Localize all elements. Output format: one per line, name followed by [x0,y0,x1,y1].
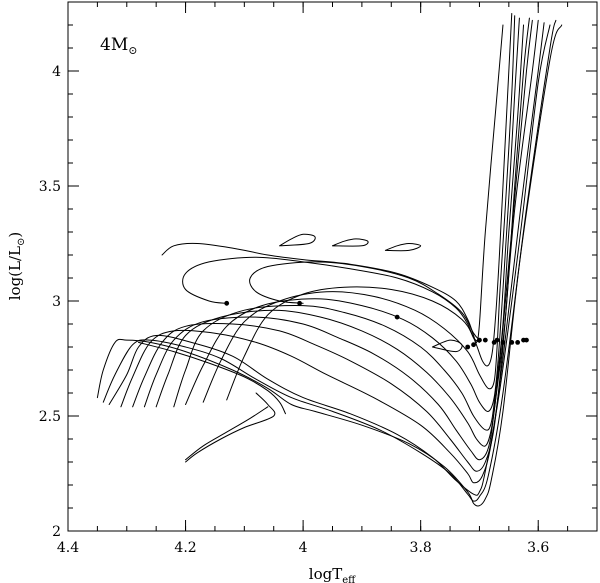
track-marker-6 [477,337,482,343]
x-axis-label: logTeff [309,565,356,583]
track-line-4 [120,22,545,484]
y-tick-labels: 2 2.5 3 3.5 4 [39,64,61,540]
minor-ticks [67,1,598,532]
track-line-17 [384,243,422,252]
track-marker-7 [482,337,488,343]
y-axis-label-symbol: ⊙ [16,238,27,246]
track-marker-5 [471,342,476,348]
track-line-15 [279,233,316,247]
track-line-3 [108,24,551,496]
y-axis-label-prefix: log(L/L [6,246,24,300]
x-tick-label: 3.6 [527,540,549,556]
track-line-16 [332,238,369,247]
mass-annotation-text: 4M [100,35,128,55]
track-line-19 [185,392,276,463]
plot-frame [67,1,598,532]
major-ticks [67,2,597,532]
y-axis-label: log(L/L⊙) [6,232,27,301]
mass-annotation: 4M⊙ [100,35,137,57]
track-line-11 [226,13,513,401]
track-line-8 [173,24,525,431]
track-marker-10 [500,340,506,345]
x-axis-label-sub: eff [342,575,356,583]
track-marker-14 [524,337,529,343]
track-line-2 [102,19,557,502]
y-tick-label: 3 [52,294,61,310]
x-tick-labels: 4.4 4.2 4 3.8 3.6 [57,540,550,556]
mass-annotation-symbol: ⊙ [128,44,137,57]
track-line-7 [155,17,530,447]
x-tick-label: 4.4 [57,540,79,556]
x-tick-label: 3.8 [410,540,432,556]
track-line-18 [431,339,463,353]
track-line-14 [249,261,480,341]
track-line-10 [202,15,516,403]
y-tick-label: 4 [52,64,61,80]
y-axis-label-suffix: ) [6,232,24,238]
track-line-9 [185,17,520,412]
y-tick-label: 3.5 [39,179,61,195]
track-line-13 [182,256,480,343]
track-line-6 [143,19,533,461]
track-marker-1 [224,300,230,306]
track-line-21 [138,341,286,415]
track-line-12 [161,24,504,344]
track-marker-11 [509,340,515,345]
track-marker-2 [297,300,302,306]
track-markers [224,300,529,350]
track-marker-9 [494,337,500,343]
y-tick-label: 2.5 [39,409,61,425]
x-tick-label: 4.2 [174,540,196,556]
x-tick-label: 4 [299,540,308,556]
track-marker-4 [465,344,471,350]
track-marker-12 [515,340,521,345]
x-axis-label-main: logT [309,565,342,583]
evolutionary-tracks [96,13,563,507]
track-marker-3 [394,314,400,320]
track-line-20 [185,406,269,461]
y-tick-label: 2 [52,524,61,540]
